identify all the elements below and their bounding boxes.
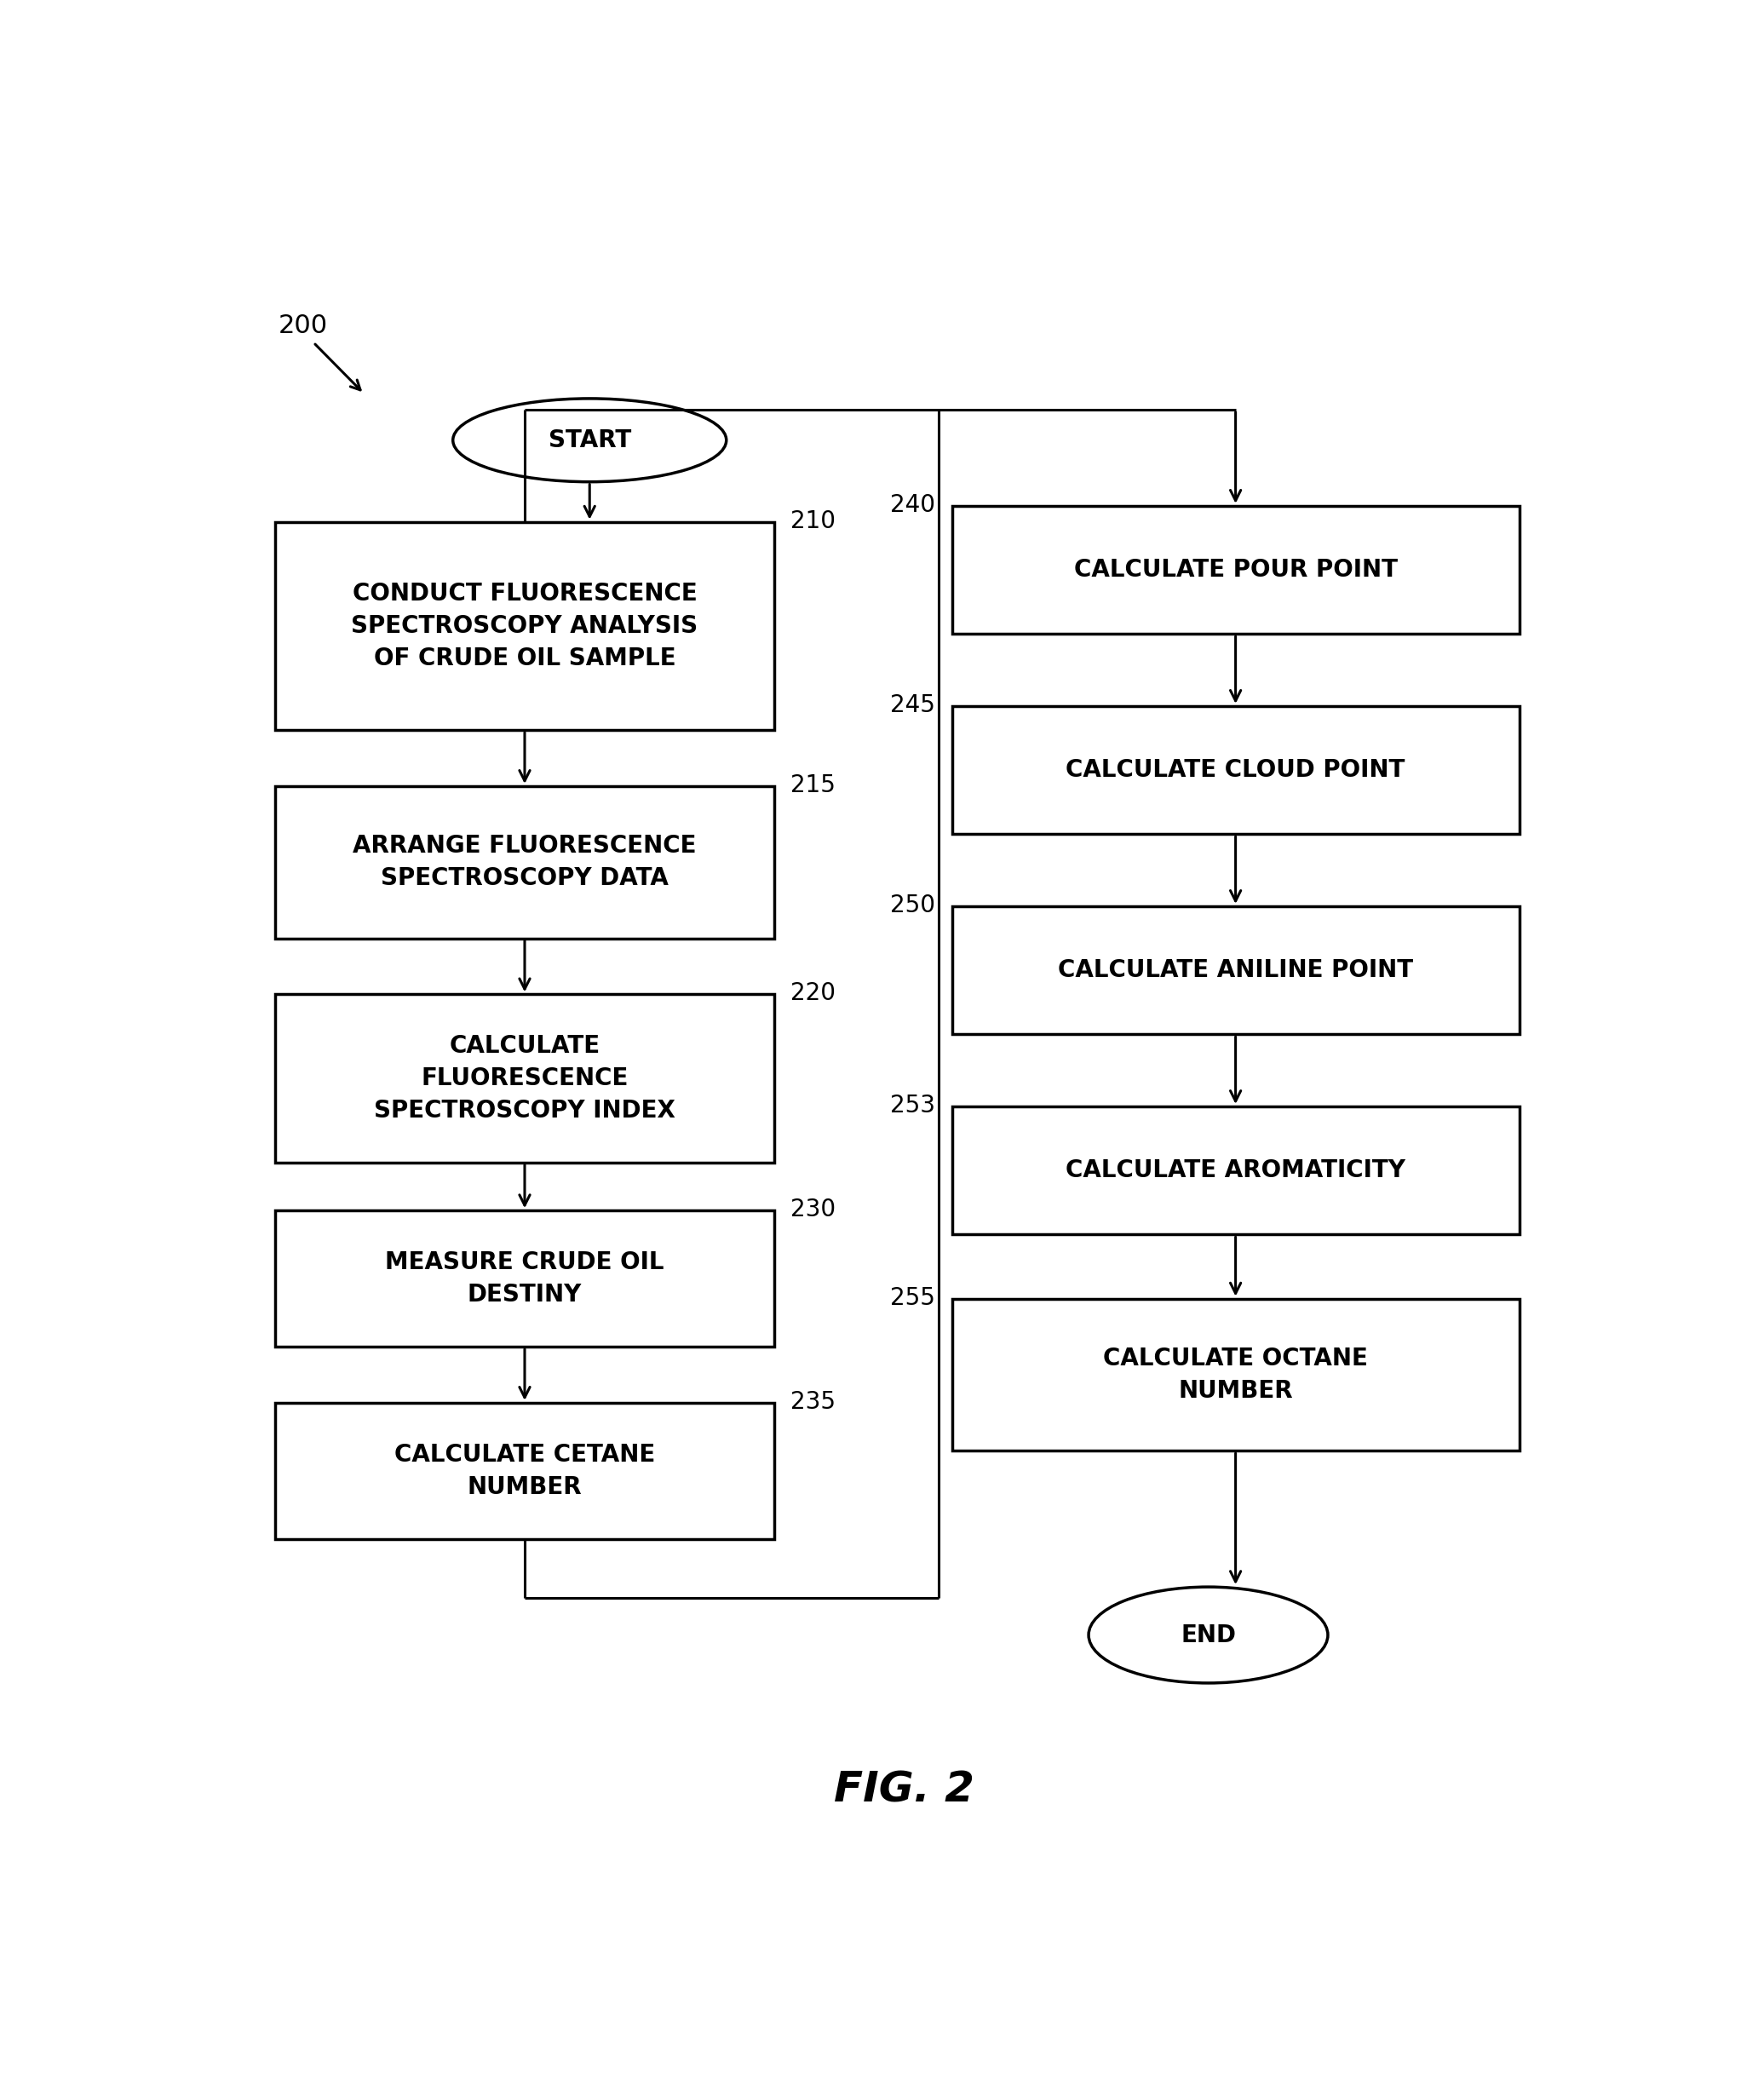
FancyBboxPatch shape [275,1402,774,1539]
Text: 250: 250 [891,894,935,917]
Text: 220: 220 [790,982,836,1005]
Text: 255: 255 [891,1285,935,1310]
FancyBboxPatch shape [953,1107,1519,1236]
Text: END: END [1180,1622,1237,1647]
Text: START: START [549,428,632,451]
Text: CALCULATE
FLUORESCENCE
SPECTROSCOPY INDEX: CALCULATE FLUORESCENCE SPECTROSCOPY INDE… [374,1034,676,1123]
Text: CALCULATE CLOUD POINT: CALCULATE CLOUD POINT [1065,759,1406,782]
Text: 210: 210 [790,510,836,532]
FancyBboxPatch shape [275,1211,774,1346]
FancyBboxPatch shape [953,705,1519,834]
Text: MEASURE CRUDE OIL
DESTINY: MEASURE CRUDE OIL DESTINY [385,1250,665,1306]
Text: FIG. 2: FIG. 2 [834,1770,974,1812]
Ellipse shape [1088,1587,1328,1683]
Text: CALCULATE CETANE
NUMBER: CALCULATE CETANE NUMBER [393,1444,654,1500]
Text: CALCULATE ANILINE POINT: CALCULATE ANILINE POINT [1058,959,1413,982]
Ellipse shape [453,399,727,483]
Text: CALCULATE POUR POINT: CALCULATE POUR POINT [1074,557,1397,582]
Text: 235: 235 [790,1389,836,1414]
Text: ARRANGE FLUORESCENCE
SPECTROSCOPY DATA: ARRANGE FLUORESCENCE SPECTROSCOPY DATA [353,834,697,890]
Text: 230: 230 [790,1198,836,1221]
FancyBboxPatch shape [275,994,774,1163]
Text: 245: 245 [891,693,935,718]
Text: CONDUCT FLUORESCENCE
SPECTROSCOPY ANALYSIS
OF CRUDE OIL SAMPLE: CONDUCT FLUORESCENCE SPECTROSCOPY ANALYS… [351,582,699,670]
Text: CALCULATE AROMATICITY: CALCULATE AROMATICITY [1065,1159,1406,1181]
FancyBboxPatch shape [953,1298,1519,1452]
Text: 215: 215 [790,774,836,797]
FancyBboxPatch shape [275,522,774,730]
Text: 253: 253 [891,1094,935,1117]
Text: 240: 240 [891,493,935,518]
FancyBboxPatch shape [953,505,1519,634]
Text: CALCULATE OCTANE
NUMBER: CALCULATE OCTANE NUMBER [1102,1346,1367,1402]
Text: 200: 200 [279,314,328,339]
FancyBboxPatch shape [953,907,1519,1034]
FancyBboxPatch shape [275,786,774,938]
